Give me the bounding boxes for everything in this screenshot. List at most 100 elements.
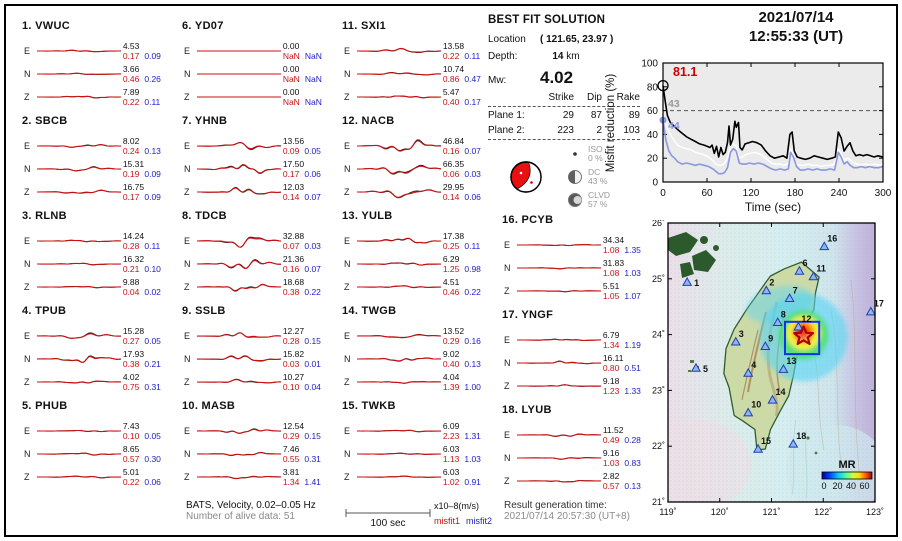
lon-tick-label: 120˚ — [711, 507, 729, 517]
misfit2-value: 0.15 — [304, 430, 321, 441]
fit-values: 17.93 0.38 0.21 — [121, 349, 176, 369]
svg-text:0: 0 — [652, 178, 658, 189]
waveform-row: N 17.93 0.38 0.21 — [18, 347, 176, 370]
peak-amplitude: 21.36 — [282, 253, 305, 264]
station-block: 3. RLNB E 14.24 0.28 0.11 N 16.32 0.21 0.10 Z 9.88… — [18, 210, 176, 298]
misfit1-value: 0.27 — [122, 335, 140, 346]
component-label: N — [344, 163, 351, 174]
station-block: 9. SSLB E 12.27 0.28 0.15 N 15.82 0.03 0.01 Z 10.2… — [178, 305, 336, 393]
moment-tensor-graphics: ISO 0 % DC 43 % CLVD 57 % — [510, 144, 610, 209]
iso-label: ISO — [588, 144, 603, 154]
epicenter-star-icon — [793, 325, 815, 346]
lon-tick-label: 121˚ — [762, 507, 780, 517]
peak-amplitude: 12.27 — [282, 325, 305, 336]
fit-values: 5.47 0.40 0.17 — [441, 87, 496, 107]
peak-amplitude: 6.29 — [442, 253, 460, 264]
misfit1-value: 0.40 — [442, 96, 460, 107]
peak-amplitude: 16.75 — [122, 181, 145, 192]
misfit1-value: 0.40 — [442, 358, 460, 369]
station-column: 16. PCYB E 34.34 1.08 1.35 N 31.83 1.08 1.03 Z 5.5… — [498, 214, 656, 499]
misfit2-value: 0.07 — [464, 145, 481, 156]
fit-values: 0.00 NaN NaN — [281, 41, 336, 61]
misfit1-value: 0.19 — [122, 168, 140, 179]
waveform-trace — [196, 258, 281, 269]
misfit1-value: 1.34 — [602, 339, 620, 350]
lon-tick-label: 119˚ — [659, 507, 676, 517]
station-number-label: 3 — [739, 329, 744, 339]
alive-data-count: Number of alive data: 51 — [186, 511, 295, 522]
fit-values: 2.82 0.57 0.13 — [601, 471, 656, 491]
fit-values: 12.27 0.28 0.15 — [281, 326, 336, 346]
station-title: 16. PCYB — [502, 214, 554, 226]
component-label: N — [344, 448, 351, 459]
misfit1-value: NaN — [282, 50, 300, 61]
mw-value: 4.02 — [540, 68, 574, 87]
colorbar-label: MR — [838, 459, 855, 471]
station-block: 6. YD07 E 0.00 NaN NaN N 0.00 NaN NaN Z 0.00 NaN NaN — [178, 20, 336, 108]
waveform-trace — [36, 331, 121, 339]
svg-text:240: 240 — [831, 188, 848, 199]
component-label: E — [184, 235, 191, 246]
fit-values: 21.36 0.16 0.07 — [281, 254, 336, 274]
misfit2-value: 1.35 — [624, 244, 641, 255]
misfit1-value: 0.46 — [122, 73, 140, 84]
component-label: N — [504, 452, 511, 463]
waveform-trace — [196, 141, 281, 150]
waveform-row: Z 6.03 1.02 0.91 — [338, 465, 496, 488]
station-block: 7. YHNB E 13.56 0.09 0.05 N 17.50 0.17 0.06 Z 12.0… — [178, 115, 336, 203]
waveform-row: E 14.24 0.28 0.11 — [18, 229, 176, 252]
station-block: 18. LYUB E 11.52 0.49 0.28 N 9.16 1.03 0.83 Z 2.82… — [498, 404, 656, 492]
fit-values: 17.38 0.25 0.11 — [441, 231, 496, 251]
fit-values: 7.43 0.10 0.05 — [121, 421, 176, 441]
misfit1-value: 0.16 — [442, 145, 460, 156]
misfit2-value: NaN — [304, 73, 322, 84]
fit-values: 8.65 0.57 0.30 — [121, 444, 176, 464]
peak-amplitude: 12.03 — [282, 181, 305, 192]
waveform-row: Z 2.82 0.57 0.13 — [498, 469, 656, 492]
misfit1-value: 0.29 — [282, 430, 300, 441]
fit-values: 10.27 0.10 0.04 — [281, 372, 336, 392]
misfit2-value: 0.09 — [144, 191, 161, 202]
misfit2-value: 0.07 — [304, 263, 321, 274]
component-label: E — [184, 330, 191, 341]
waveform-row: N 9.02 0.40 0.13 — [338, 347, 496, 370]
component-label: E — [504, 334, 511, 345]
fit-values: 17.50 0.17 0.06 — [281, 159, 336, 179]
peak-amplitude: 0.00 — [282, 86, 300, 97]
fit-values: 16.11 0.80 0.51 — [601, 353, 656, 373]
station-triangle-icon: 8 — [772, 309, 786, 327]
units-label: x10–8(m/s) — [434, 501, 480, 511]
waveform-trace — [36, 189, 121, 194]
waveform-row: Z 29.95 0.14 0.06 — [338, 180, 496, 203]
peak-amplitude: 10.27 — [282, 371, 305, 382]
waveform-trace — [356, 429, 441, 432]
fit-values: 6.03 1.13 1.03 — [441, 444, 496, 464]
waveform-row: N 21.36 0.16 0.07 — [178, 252, 336, 275]
waveform-trace — [36, 143, 121, 148]
waveform-trace — [36, 165, 121, 171]
misfit2-value: 0.47 — [464, 73, 481, 84]
component-label: E — [344, 235, 351, 246]
waveform-row: E 13.58 0.22 0.11 — [338, 39, 496, 62]
waveform-row: N 9.16 1.03 0.83 — [498, 446, 656, 469]
fit-values: 3.81 1.34 1.41 — [281, 467, 336, 487]
misfit2-value: 0.22 — [464, 286, 481, 297]
waveform-row: N 6.29 1.25 0.98 — [338, 252, 496, 275]
fit-values: 32.88 0.07 0.03 — [281, 231, 336, 251]
peak-amplitude: 3.81 — [282, 466, 300, 477]
fit-values: 16.75 0.17 0.09 — [121, 182, 176, 202]
svg-text:100: 100 — [641, 59, 658, 70]
col-strike: Strike — [548, 92, 574, 103]
waveform-trace — [36, 49, 121, 52]
col-dip: Dip — [586, 92, 602, 103]
station-number-label: 18 — [796, 431, 806, 441]
misfit1-value: 0.04 — [122, 286, 140, 297]
component-label: Z — [344, 91, 350, 102]
waveform-trace — [356, 380, 441, 384]
station-triangle-icon: 10 — [743, 400, 761, 417]
peak-amplitude: 31.83 — [602, 257, 625, 268]
component-label: Z — [344, 471, 350, 482]
component-label: N — [24, 68, 31, 79]
misfit1-value: 0.22 — [122, 476, 140, 487]
station-block: 16. PCYB E 34.34 1.08 1.35 N 31.83 1.08 1.03 Z 5.5… — [498, 214, 656, 302]
